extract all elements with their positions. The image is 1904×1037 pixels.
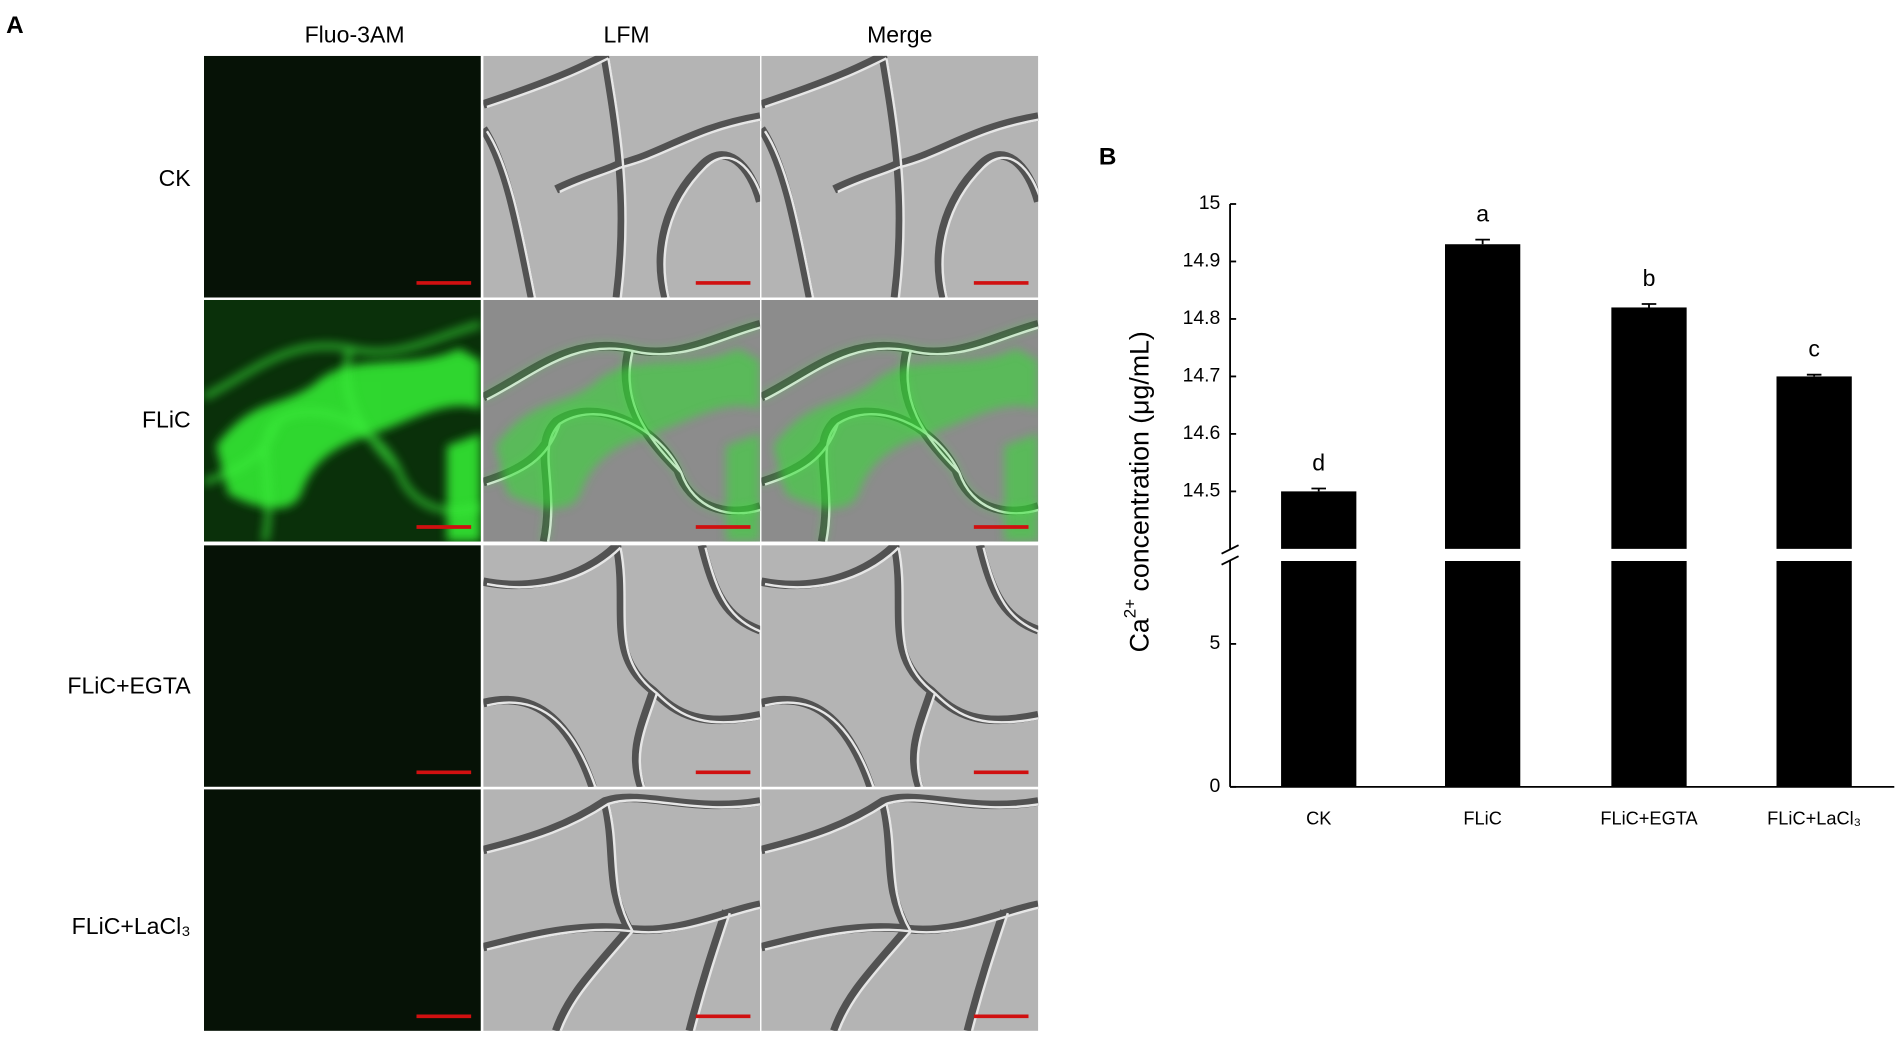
micrograph (204, 545, 481, 787)
bar (1776, 376, 1852, 549)
y-tick-label: 14.6 (1183, 422, 1221, 444)
y-tick-label: 14.8 (1183, 307, 1221, 329)
error-bar (1641, 303, 1657, 308)
y-label-text: Ca (1124, 618, 1154, 652)
bar (1445, 561, 1521, 787)
bar (1445, 244, 1521, 549)
error-bar (1311, 487, 1326, 492)
cell-walls-highlight (764, 799, 1039, 1031)
micrograph (483, 299, 761, 542)
fluorescence (773, 348, 1039, 542)
y-tick-label: 14.5 (1183, 480, 1221, 502)
fluorescence-edge (761, 321, 1039, 542)
cell-walls (761, 793, 1039, 1031)
micrograph (761, 55, 1039, 298)
image-background (204, 55, 481, 298)
y-label-text: concentration (μg/mL) (1124, 331, 1154, 599)
image-background (204, 545, 481, 787)
y-label-sup: 2+ (1121, 599, 1140, 618)
y-tick-label: 5 (1210, 632, 1221, 654)
y-tick-label: 0 (1210, 775, 1221, 797)
row-label: FLiC+LaCl₃ (72, 913, 191, 939)
cell-walls (483, 793, 761, 1031)
micrograph (761, 789, 1039, 1031)
error-bar (1806, 373, 1822, 377)
significance-letter: d (1312, 449, 1325, 475)
x-tick-label: FLiC+LaCl₃ (1767, 808, 1861, 828)
fluorescence (216, 348, 481, 542)
y-tick-label: 14.9 (1183, 250, 1221, 272)
column-header: Fluo-3AM (305, 22, 405, 48)
micrograph (761, 299, 1039, 542)
row-label: CK (159, 165, 192, 191)
y-tick-label: 15 (1199, 192, 1221, 214)
bar (1611, 307, 1687, 549)
micrograph (203, 299, 481, 542)
axis-break (1221, 544, 1239, 566)
x-tick-label: FLiC+EGTA (1600, 808, 1698, 828)
column-header: Merge (867, 22, 932, 48)
y-axis-label: Ca2+ concentration (μg/mL) (1121, 331, 1154, 652)
significance-letter: a (1476, 200, 1489, 226)
row-label: FLiC (142, 406, 191, 432)
cell-walls-highlight (486, 546, 761, 787)
column-header: LFM (604, 22, 650, 48)
x-tick-label: CK (1306, 808, 1331, 828)
bar (1281, 491, 1357, 549)
micrograph (204, 789, 481, 1031)
micrograph (483, 545, 761, 787)
cell-walls-highlight (486, 799, 761, 1031)
cell-walls-highlight (763, 57, 1039, 298)
fluorescence-edge (483, 321, 761, 542)
cell-walls-highlight (485, 57, 761, 298)
bar (1611, 561, 1687, 787)
fluorescence-edge (203, 321, 481, 542)
panel-label: B (1099, 143, 1117, 170)
micrograph (483, 789, 761, 1031)
micrograph (204, 55, 481, 298)
panel-label: A (6, 12, 24, 39)
significance-letter: c (1808, 336, 1820, 362)
micrograph (761, 545, 1039, 787)
fluorescence (495, 348, 761, 542)
cell-walls-highlight (764, 546, 1039, 787)
bar (1281, 561, 1357, 787)
micrograph (483, 55, 761, 298)
image-background (204, 789, 481, 1031)
row-label: FLiC+EGTA (67, 672, 191, 698)
error-bar (1475, 238, 1490, 245)
x-tick-label: FLiC (1463, 808, 1501, 828)
bar (1776, 561, 1852, 787)
significance-letter: b (1643, 265, 1656, 291)
y-tick-label: 14.7 (1183, 365, 1221, 387)
